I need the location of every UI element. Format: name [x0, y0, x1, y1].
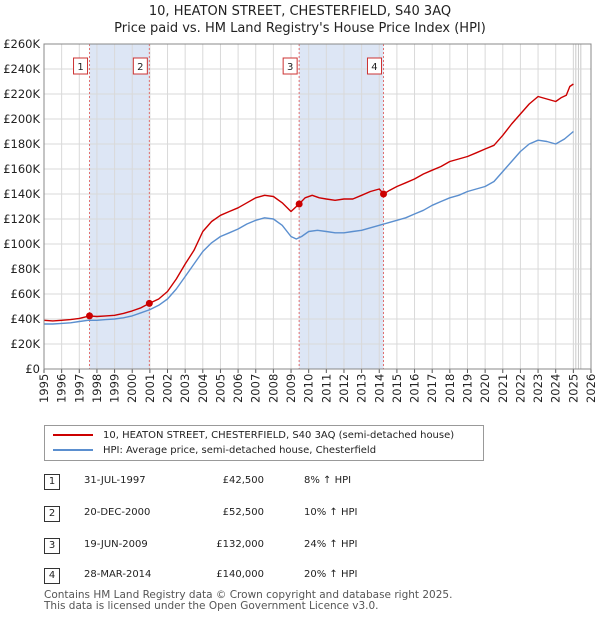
x-tick-label: 2006 [231, 374, 245, 403]
y-tick-label: £180K [3, 137, 40, 151]
marker-badge [73, 57, 89, 75]
plot-frame [43, 43, 592, 370]
sale-hpi-change: 24% ↑ HPI [304, 539, 358, 550]
y-tick-label: £40K [11, 312, 41, 326]
sale-date: 28-MAR-2014 [84, 569, 152, 580]
sale-hpi-change: 10% ↑ HPI [304, 507, 358, 518]
x-tick-label: 2007 [249, 374, 263, 403]
sale-hpi-change: 8% ↑ HPI [304, 475, 352, 486]
x-tick-label: 2016 [408, 374, 422, 403]
marker-badge-label: 3 [287, 62, 293, 73]
sale-row: 4 28-MAR-2014 £140,000 20% ↑ HPI [44, 566, 484, 584]
title-line-2: Price paid vs. HM Land Registry's House … [114, 21, 486, 36]
x-tick-label: 2015 [390, 374, 404, 403]
sale-point [86, 312, 94, 320]
x-tick-label: 2017 [425, 374, 439, 403]
sale-point [145, 299, 153, 307]
series-line-hpi [44, 130, 574, 325]
y-tick-label: £80K [11, 262, 41, 276]
legend-swatch-property [53, 434, 93, 436]
x-tick-label: 2022 [513, 374, 527, 403]
x-tick-label: 2013 [355, 374, 369, 403]
y-tick-label: £200K [3, 112, 40, 126]
sale-row: 1 31-JUL-1997 £42,500 8% ↑ HPI [44, 472, 484, 490]
marker-badge [282, 57, 298, 75]
x-tick-label: 2003 [178, 374, 192, 403]
x-tick-label: 2008 [266, 374, 280, 403]
x-tick-label: 2018 [443, 374, 457, 403]
y-tick-label: £240K [3, 62, 40, 76]
x-tick-label: 2014 [372, 374, 386, 403]
sale-row: 3 19-JUN-2009 £132,000 24% ↑ HPI [44, 536, 484, 554]
y-tick-label: £220K [3, 87, 40, 101]
x-tick-label: 2001 [143, 374, 157, 403]
legend-swatch-hpi [53, 449, 93, 451]
x-tick-label: 1998 [90, 374, 104, 403]
x-tick-label: 2026 [584, 374, 598, 403]
sale-date: 19-JUN-2009 [84, 539, 148, 550]
x-tick-label: 2025 [566, 374, 580, 403]
legend-item-property: 10, HEATON STREET, CHESTERFIELD, S40 3AQ… [53, 429, 454, 443]
marker-badge [132, 57, 148, 75]
y-tick-label: £0 [25, 362, 40, 376]
x-tick-label: 2004 [196, 374, 210, 403]
chart-title: 10, HEATON STREET, CHESTERFIELD, S40 3AQ… [0, 3, 600, 37]
marker-badge-label: 1 [77, 62, 83, 73]
x-tick-label: 2012 [337, 374, 351, 403]
footer-line-2: This data is licensed under the Open Gov… [44, 600, 379, 612]
y-tick-label: £120K [3, 212, 40, 226]
x-tick-label: 1995 [37, 374, 51, 403]
sale-price: £42,500 [222, 475, 264, 486]
y-tick-label: £140K [3, 187, 40, 201]
x-tick-label: 2021 [496, 374, 510, 403]
y-tick-label: £100K [3, 237, 40, 251]
sale-number-badge: 1 [44, 474, 60, 490]
x-tick-label: 2005 [213, 374, 227, 403]
marker-badge-label: 2 [137, 62, 143, 73]
sale-hpi-change: 20% ↑ HPI [304, 569, 358, 580]
ownership-shade [299, 44, 384, 369]
sale-number-badge: 4 [44, 568, 60, 584]
x-tick-label: 2024 [549, 374, 563, 403]
footer-attribution: Contains HM Land Registry data © Crown c… [44, 590, 452, 612]
sale-number-badge: 3 [44, 538, 60, 554]
x-tick-label: 2000 [125, 374, 139, 403]
sale-number-badge: 2 [44, 506, 60, 522]
x-tick-label: 2002 [161, 374, 175, 403]
sale-point [379, 190, 387, 198]
x-tick-label: 2010 [302, 374, 316, 403]
legend-label-property: 10, HEATON STREET, CHESTERFIELD, S40 3AQ… [103, 430, 455, 441]
chart-legend: 10, HEATON STREET, CHESTERFIELD, S40 3AQ… [44, 425, 484, 461]
legend-item-hpi: HPI: Average price, semi-detached house,… [53, 444, 376, 458]
sale-date: 20-DEC-2000 [84, 507, 151, 518]
x-tick-label: 1997 [72, 374, 86, 403]
marker-badge [366, 57, 382, 75]
y-tick-label: £60K [11, 287, 41, 301]
sale-price: £140,000 [216, 569, 264, 580]
x-tick-label: 1996 [55, 374, 69, 403]
x-tick-label: 2009 [284, 374, 298, 403]
sale-row: 2 20-DEC-2000 £52,500 10% ↑ HPI [44, 504, 484, 522]
y-tick-label: £20K [11, 337, 41, 351]
title-line-1: 10, HEATON STREET, CHESTERFIELD, S40 3AQ [148, 4, 452, 19]
marker-badge-label: 4 [371, 62, 377, 73]
y-tick-label: £160K [3, 162, 40, 176]
x-tick-label: 2020 [478, 374, 492, 403]
sale-date: 31-JUL-1997 [84, 475, 146, 486]
series-line-property [43, 83, 574, 322]
x-tick-label: 2011 [319, 374, 333, 403]
footer-line-1: Contains HM Land Registry data © Crown c… [44, 589, 453, 601]
x-tick-label: 1999 [108, 374, 122, 403]
price-chart: £0 £20K £40K £60K £80K £100K £120K £140K £160K £1… [3, 37, 598, 403]
sale-price: £132,000 [216, 539, 264, 550]
sale-point [295, 200, 303, 208]
y-tick-label: £260K [3, 37, 40, 51]
legend-label-hpi: HPI: Average price, semi-detached house,… [103, 445, 377, 456]
x-tick-label: 2023 [531, 374, 545, 403]
sale-price: £52,500 [222, 507, 264, 518]
x-tick-label: 2019 [460, 374, 474, 403]
